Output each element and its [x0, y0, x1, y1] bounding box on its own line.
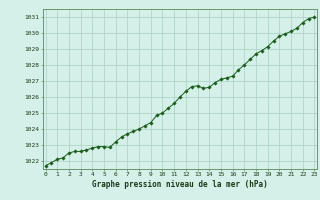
- X-axis label: Graphe pression niveau de la mer (hPa): Graphe pression niveau de la mer (hPa): [92, 180, 268, 189]
